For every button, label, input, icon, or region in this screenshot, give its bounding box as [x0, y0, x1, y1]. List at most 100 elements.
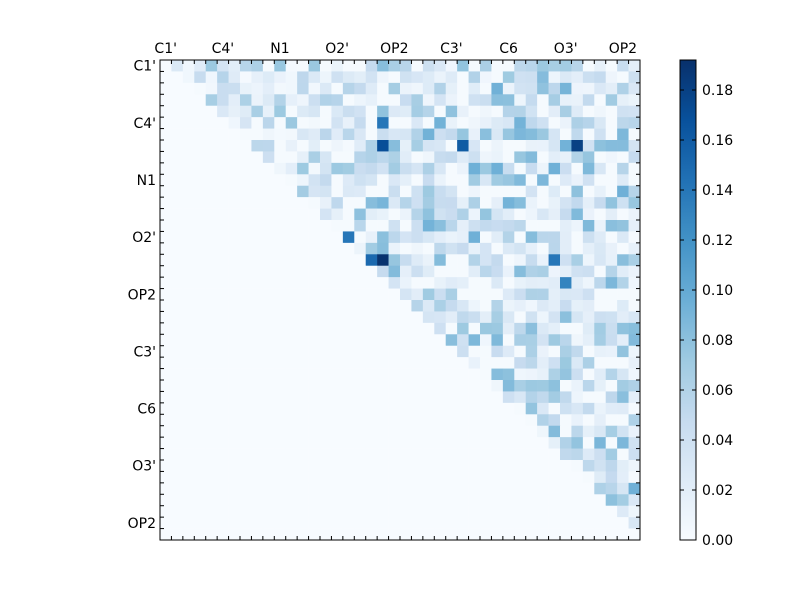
heatmap-cell: [354, 402, 367, 415]
heatmap-cell: [434, 345, 447, 358]
heatmap-cell: [514, 448, 527, 461]
heatmap-cell: [377, 482, 389, 495]
heatmap-cell: [400, 60, 412, 72]
heatmap-cell: [480, 322, 492, 335]
heatmap-cell: [480, 220, 492, 232]
heatmap-cell: [331, 357, 344, 369]
heatmap-cell: [274, 71, 287, 84]
heatmap-cell: [342, 185, 355, 198]
heatmap-cell: [262, 437, 275, 449]
heatmap-cell: [377, 380, 389, 392]
heatmap-cell: [514, 391, 527, 404]
heatmap-cell: [411, 311, 424, 324]
heatmap-cell: [514, 220, 527, 232]
heatmap-cell: [445, 425, 458, 438]
heatmap-cell: [171, 402, 184, 415]
heatmap-cell: [617, 151, 629, 164]
heatmap-cell: [468, 82, 481, 95]
heatmap-cell: [525, 94, 538, 107]
heatmap-cell: [297, 140, 309, 152]
heatmap-cell: [445, 482, 458, 495]
heatmap-cell: [491, 105, 504, 118]
heatmap-cell: [194, 82, 207, 95]
heatmap-cell: [605, 494, 618, 507]
heatmap-cell: [262, 254, 275, 267]
heatmap-cell: [354, 60, 367, 72]
heatmap-cell: [262, 82, 275, 95]
heatmap-cell: [400, 128, 412, 141]
heatmap-cell: [320, 105, 332, 118]
heatmap-cell: [182, 334, 195, 347]
heatmap-cell: [285, 311, 298, 324]
heatmap-cell: [491, 174, 504, 187]
heatmap-cell: [194, 311, 207, 324]
heatmap-cell: [480, 82, 492, 95]
heatmap-cell: [388, 265, 401, 278]
heatmap-cell: [331, 71, 344, 84]
heatmap-cell: [548, 71, 561, 84]
heatmap-cell: [274, 185, 287, 198]
heatmap-cell: [240, 482, 252, 495]
heatmap-cell: [582, 528, 595, 541]
heatmap-cell: [491, 208, 504, 221]
heatmap-cell: [228, 482, 241, 495]
heatmap-cell: [217, 117, 229, 129]
heatmap-cell: [365, 277, 378, 289]
heatmap-cell: [468, 265, 481, 278]
heatmap-cell: [297, 60, 309, 72]
heatmap-cell: [628, 357, 641, 369]
heatmap-cell: [605, 391, 618, 404]
heatmap-cell: [525, 71, 538, 84]
heatmap-cell: [617, 414, 629, 427]
heatmap-cell: [502, 437, 515, 449]
heatmap-cell: [480, 265, 492, 278]
heatmap-cell: [445, 162, 458, 175]
heatmap-cell: [628, 140, 641, 152]
heatmap-cell: [560, 128, 572, 141]
heatmap-cell: [514, 425, 527, 438]
heatmap-cell: [354, 128, 367, 141]
heatmap-cell: [571, 128, 584, 141]
heatmap-cell: [525, 391, 538, 404]
heatmap-cell: [560, 254, 572, 267]
heatmap-cell: [262, 231, 275, 244]
heatmap-cell: [617, 300, 629, 312]
heatmap-cell: [377, 220, 389, 232]
heatmap-cell: [160, 174, 172, 187]
heatmap-cell: [308, 357, 321, 369]
heatmap-cell: [217, 414, 229, 427]
heatmap-cell: [582, 60, 595, 72]
heatmap-cell: [525, 162, 538, 175]
heatmap-cell: [457, 357, 469, 369]
heatmap-cell: [422, 300, 435, 312]
heatmap-cell: [445, 128, 458, 141]
heatmap-cell: [560, 231, 572, 244]
heatmap-cell: [274, 231, 287, 244]
heatmap-cell: [240, 208, 252, 221]
heatmap-cell: [388, 242, 401, 255]
heatmap-cell: [240, 391, 252, 404]
heatmap-cell: [468, 437, 481, 449]
heatmap-cell: [331, 414, 344, 427]
heatmap-cell: [434, 231, 447, 244]
heatmap-cell: [160, 220, 172, 232]
heatmap-cell: [160, 345, 172, 358]
heatmap-cell: [365, 425, 378, 438]
heatmap-cell: [342, 140, 355, 152]
heatmap-cell: [422, 322, 435, 335]
heatmap-cell: [262, 322, 275, 335]
heatmap-cell: [571, 94, 584, 107]
heatmap-cell: [457, 117, 469, 129]
heatmap-cell: [422, 162, 435, 175]
heatmap-cell: [400, 220, 412, 232]
heatmap-cell: [445, 231, 458, 244]
heatmap-cell: [537, 345, 549, 358]
heatmap-cell: [582, 242, 595, 255]
heatmap-cell: [251, 471, 264, 484]
heatmap-cell: [377, 528, 389, 541]
heatmap-cell: [548, 265, 561, 278]
heatmap-cell: [582, 322, 595, 335]
heatmap-cell: [617, 517, 629, 529]
heatmap-cell: [194, 220, 207, 232]
heatmap-cell: [194, 414, 207, 427]
